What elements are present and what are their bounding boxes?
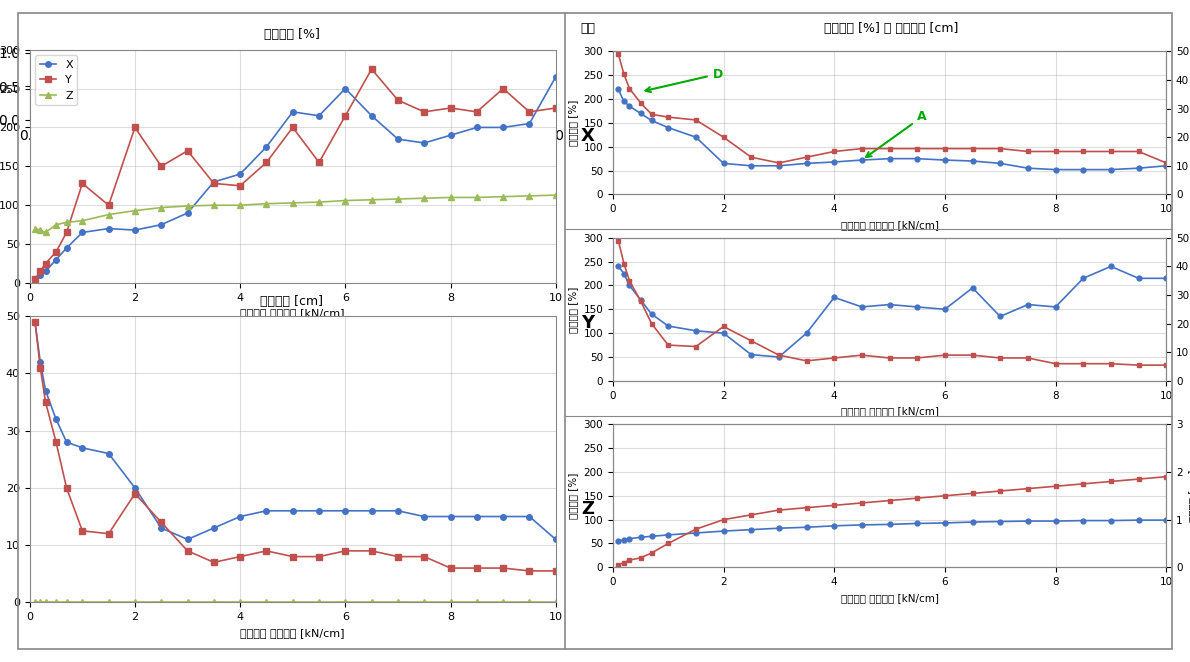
Text: 가속노비 [%]: 가속노비 [%]	[264, 28, 319, 41]
X	[286, 108, 300, 116]
Z	[181, 202, 195, 210]
Line: Y: Y	[32, 66, 558, 282]
Text: X: X	[581, 127, 595, 145]
X	[27, 275, 42, 283]
Y	[496, 85, 511, 93]
X-axis label: 적층고무 수평강성 [kN/cm]: 적층고무 수평강성 [kN/cm]	[840, 406, 939, 416]
Y	[259, 158, 274, 166]
X	[181, 209, 195, 217]
Z	[38, 228, 52, 236]
Z	[155, 204, 169, 212]
Line: X: X	[32, 74, 558, 282]
Text: 응답변위 [cm]: 응답변위 [cm]	[261, 295, 322, 308]
Y	[418, 108, 432, 116]
Y	[207, 179, 221, 187]
Z	[127, 207, 142, 214]
Z	[418, 194, 432, 202]
Z	[75, 217, 89, 225]
Y-axis label: 가속도비 [%]: 가속도비 [%]	[568, 100, 578, 146]
Y	[38, 260, 52, 267]
X	[33, 271, 48, 279]
X-axis label: 적층고무 수평강성 [kN/cm]: 적층고무 수평강성 [kN/cm]	[240, 308, 345, 318]
Y	[549, 104, 563, 112]
Text: 방향: 방향	[581, 22, 595, 34]
Y	[60, 228, 74, 236]
Z	[364, 196, 378, 204]
Z	[49, 220, 63, 228]
Text: A: A	[866, 111, 927, 157]
Y	[286, 124, 300, 132]
X	[496, 124, 511, 132]
Text: Y: Y	[581, 314, 595, 332]
Y	[33, 267, 48, 275]
X	[444, 131, 458, 139]
X	[364, 112, 378, 120]
X	[207, 178, 221, 186]
Y-axis label: 가속도비 [%]: 가속도비 [%]	[568, 473, 578, 519]
Y	[27, 275, 42, 283]
Line: Z: Z	[32, 193, 558, 235]
Legend: X, Y, Z: X, Y, Z	[36, 55, 77, 105]
Z	[470, 193, 484, 201]
Text: D: D	[645, 68, 722, 92]
Z	[522, 192, 537, 200]
Text: 가속노비 [%] 및 응답변위 [cm]: 가속노비 [%] 및 응답변위 [cm]	[825, 22, 958, 34]
Y	[49, 248, 63, 256]
Y	[364, 65, 378, 73]
X	[75, 228, 89, 236]
Y	[312, 158, 326, 166]
Z	[233, 201, 248, 209]
Y	[75, 179, 89, 187]
X	[101, 224, 115, 232]
X	[312, 112, 326, 120]
Z	[444, 193, 458, 201]
X-axis label: 적층고무 수평강성 [kN/cm]: 적층고무 수평강성 [kN/cm]	[240, 628, 345, 638]
X	[233, 170, 248, 178]
Z	[207, 201, 221, 209]
X	[338, 85, 352, 93]
Z	[101, 211, 115, 218]
X	[155, 220, 169, 228]
Y	[522, 108, 537, 116]
Y	[444, 104, 458, 112]
Z	[286, 199, 300, 207]
X	[60, 244, 74, 252]
Y	[390, 96, 405, 104]
Y-axis label: 응답변위 [cm]: 응답변위 [cm]	[1188, 469, 1190, 522]
X	[49, 256, 63, 263]
Z	[390, 195, 405, 203]
Y	[338, 112, 352, 120]
X	[418, 139, 432, 147]
X	[38, 267, 52, 275]
Z	[259, 200, 274, 208]
X	[549, 73, 563, 81]
X	[522, 120, 537, 128]
Y	[181, 147, 195, 155]
Z	[33, 226, 48, 234]
X	[470, 124, 484, 132]
Y	[101, 201, 115, 209]
Z	[27, 224, 42, 232]
X-axis label: 적층고무 수평강성 [kN/cm]: 적층고무 수평강성 [kN/cm]	[840, 220, 939, 230]
Y	[155, 162, 169, 170]
Z	[60, 218, 74, 226]
Z	[338, 197, 352, 205]
X	[127, 226, 142, 234]
Y	[470, 108, 484, 116]
Z	[312, 198, 326, 206]
X	[390, 135, 405, 143]
X	[259, 143, 274, 151]
Y	[127, 124, 142, 132]
Z	[549, 191, 563, 199]
Y	[233, 182, 248, 190]
Text: Z: Z	[582, 500, 594, 518]
X-axis label: 적층고무 수평강성 [kN/cm]: 적층고무 수평강성 [kN/cm]	[840, 592, 939, 602]
Z	[496, 193, 511, 201]
Y-axis label: 가속도비 [%]: 가속도비 [%]	[568, 286, 578, 332]
